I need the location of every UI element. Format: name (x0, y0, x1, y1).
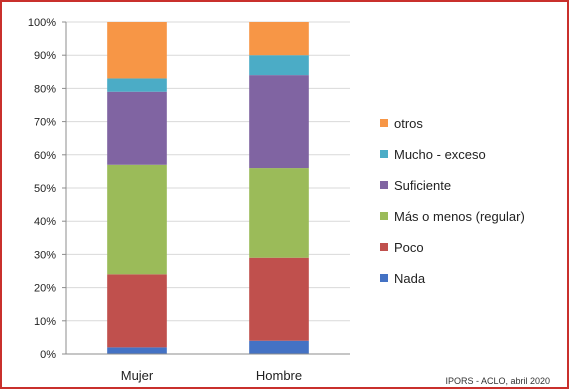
y-tick-label: 40% (34, 216, 56, 228)
y-tick-label: 50% (34, 183, 56, 195)
legend-label: Poco (394, 240, 424, 255)
bar-segment-mujer-0 (107, 347, 167, 354)
y-tick-label: 10% (34, 316, 56, 328)
y-axis: 0% 10% 20% 30% 40% 50% 60% 70% 80% 90% 100% (28, 17, 67, 361)
legend-label: Mucho - exceso (394, 147, 486, 162)
bar-segment-hombre-4 (249, 55, 309, 76)
y-tick-label: 60% (34, 150, 56, 162)
legend-swatch (380, 212, 388, 220)
legend-item: Suficiente (380, 178, 451, 193)
legend-label: Suficiente (394, 178, 451, 193)
legend: otros Mucho - exceso Suficiente Más o menos… (380, 116, 525, 286)
bar-segment-hombre-0 (249, 340, 309, 354)
y-tick-label: 0% (40, 349, 56, 361)
legend-swatch (380, 274, 388, 282)
legend-swatch (380, 181, 388, 189)
bar-segment-mujer-5 (107, 22, 167, 79)
legend-item: Nada (380, 271, 426, 286)
bar-segment-mujer-1 (107, 274, 167, 348)
bars (107, 22, 309, 354)
bar-segment-hombre-5 (249, 22, 309, 56)
source-note: IPORS - ACLO, abril 2020 (445, 376, 550, 386)
legend-label: Más o menos (regular) (394, 209, 525, 224)
bar-segment-mujer-2 (107, 164, 167, 275)
legend-swatch (380, 119, 388, 127)
y-tick-label: 80% (34, 83, 56, 95)
y-tick-label: 70% (34, 117, 56, 129)
bar-segment-mujer-4 (107, 78, 167, 92)
bar-segment-mujer-3 (107, 91, 167, 165)
legend-swatch (380, 150, 388, 158)
legend-item: Mucho - exceso (380, 147, 486, 162)
legend-label: otros (394, 116, 423, 131)
bar-segment-hombre-1 (249, 257, 309, 341)
bar-segment-hombre-3 (249, 75, 309, 169)
legend-swatch (380, 243, 388, 251)
x-category-label: Hombre (256, 368, 302, 383)
legend-item: otros (380, 116, 423, 131)
y-tick-label: 90% (34, 50, 56, 62)
bar-segment-hombre-2 (249, 168, 309, 258)
x-axis: Mujer Hombre (66, 353, 350, 383)
x-category-label: Mujer (121, 368, 154, 383)
y-tick-label: 30% (34, 249, 56, 261)
legend-label: Nada (394, 271, 426, 286)
legend-item: Poco (380, 240, 424, 255)
legend-item: Más o menos (regular) (380, 209, 525, 224)
y-tick-label: 20% (34, 283, 56, 295)
y-tick-label: 100% (28, 17, 56, 29)
